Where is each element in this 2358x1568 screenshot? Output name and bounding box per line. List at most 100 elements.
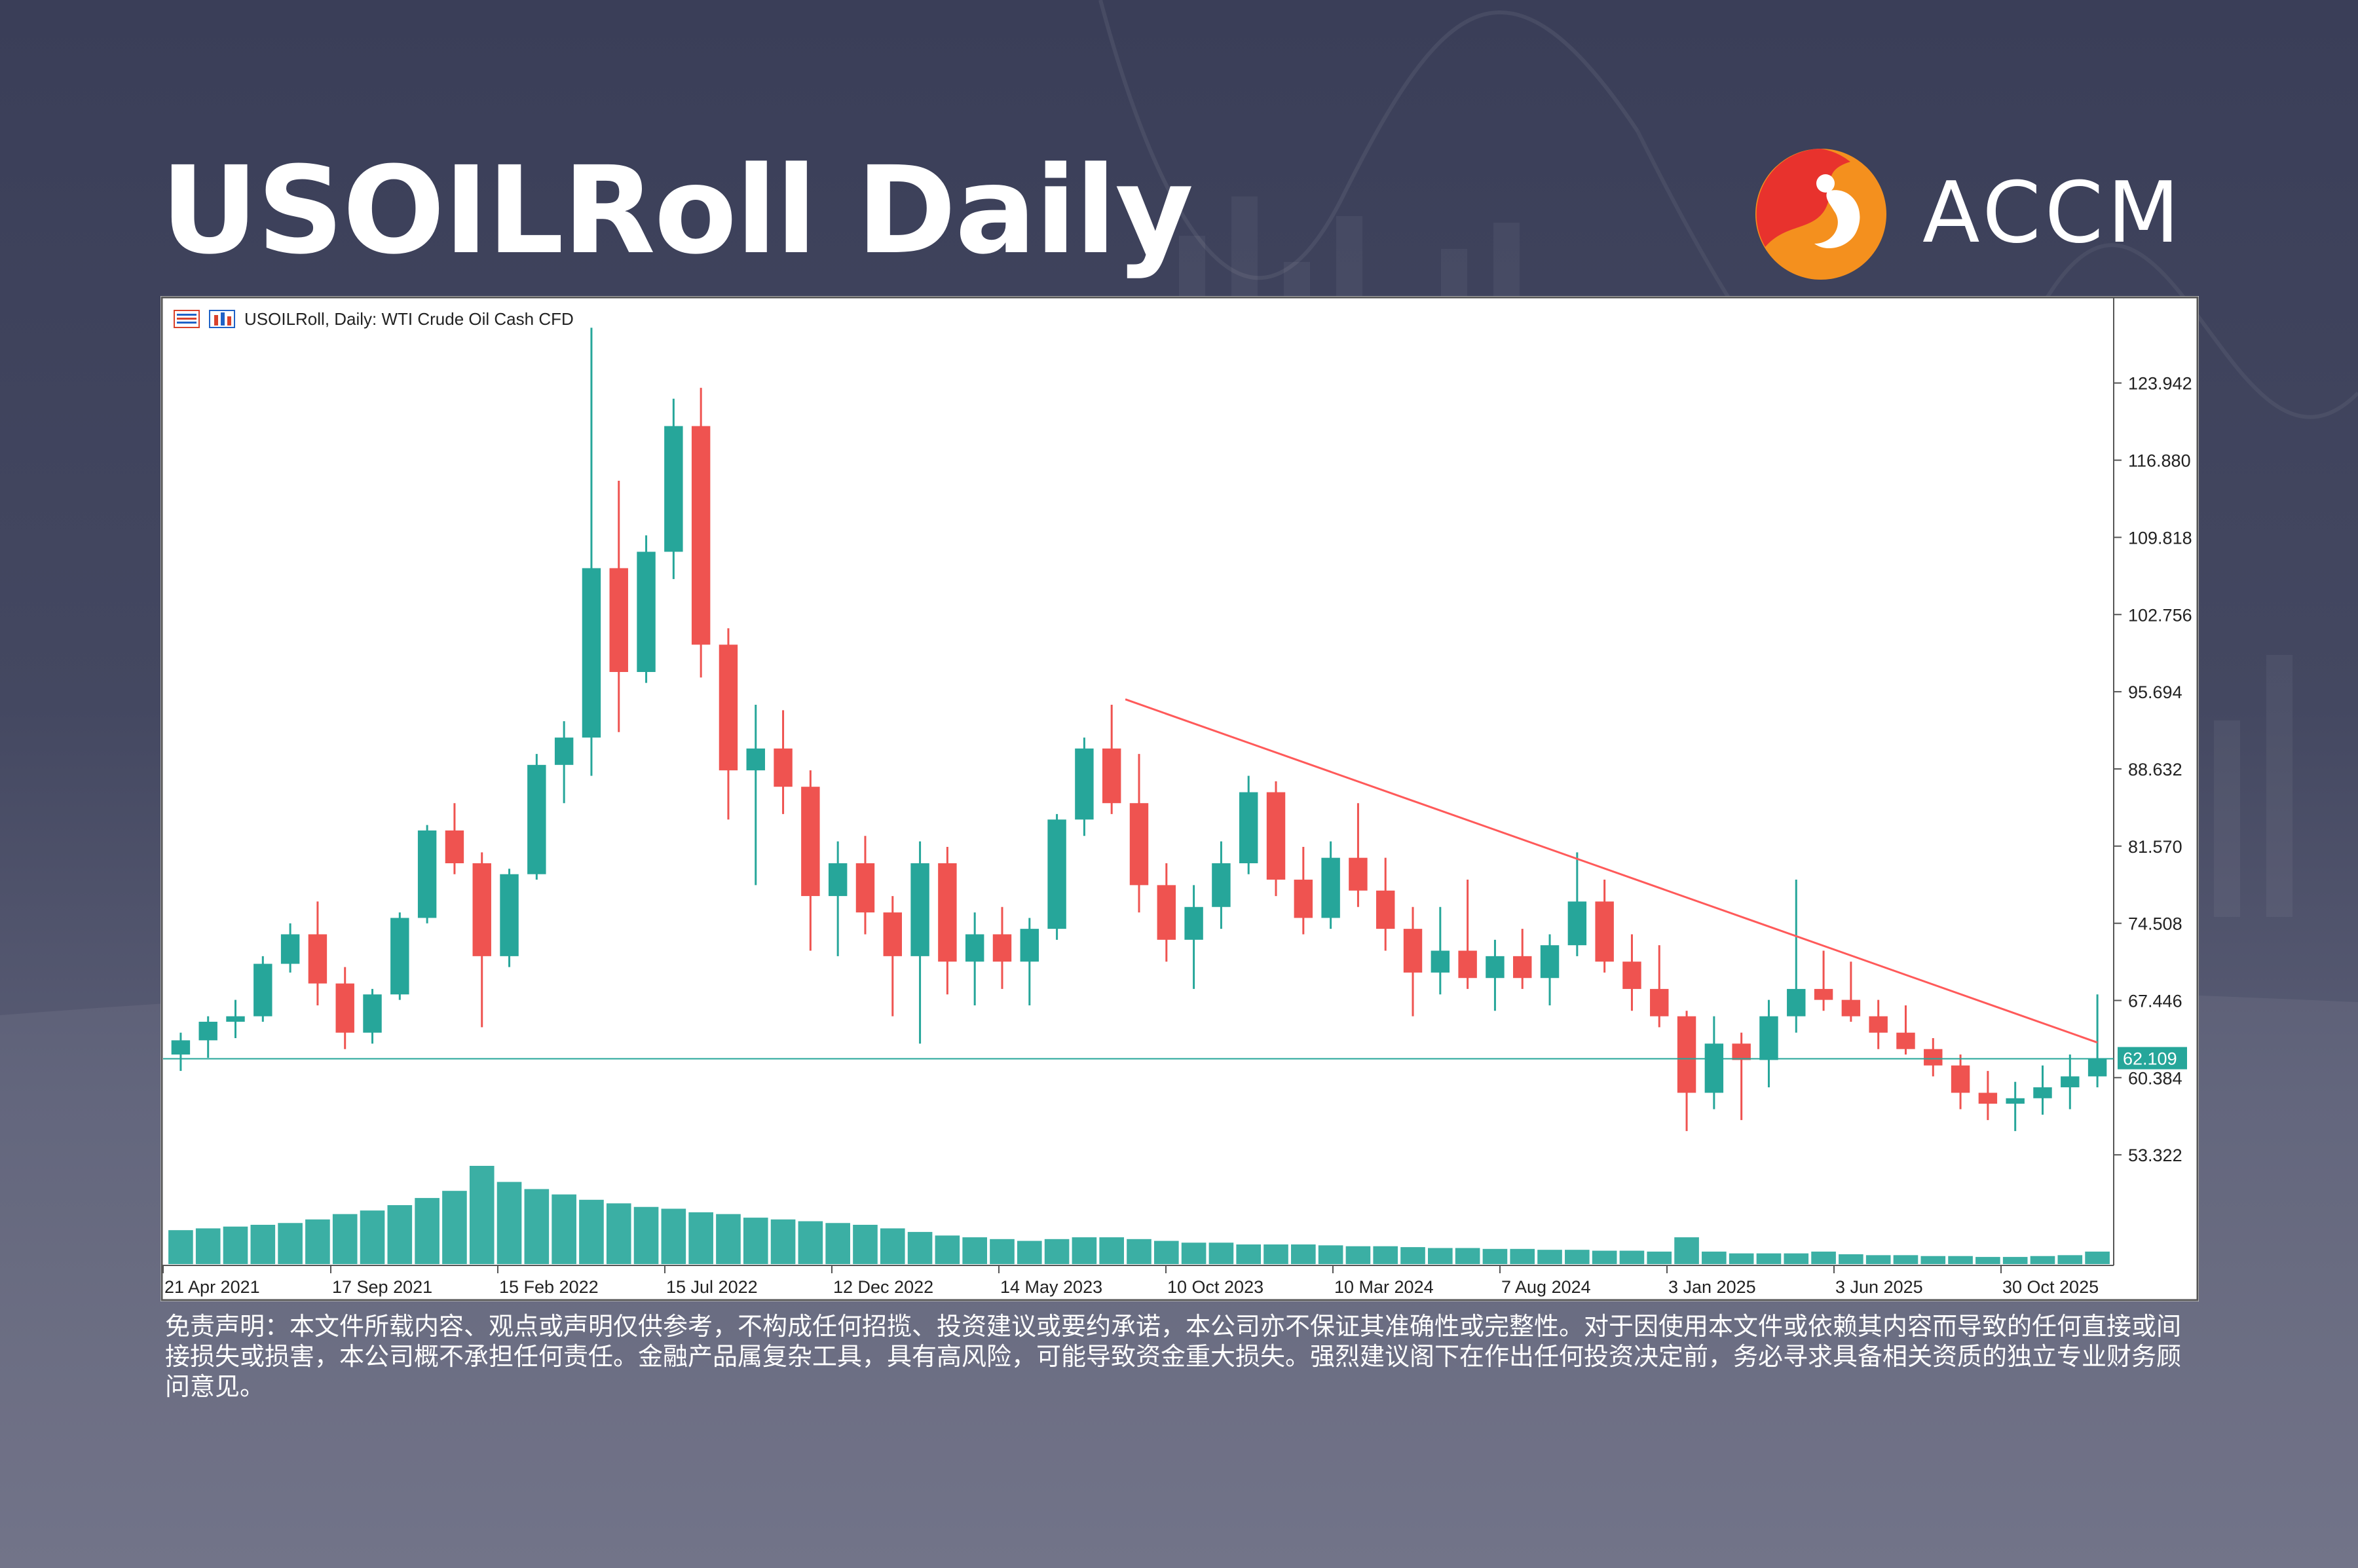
candle <box>1841 961 1861 1022</box>
volume-bar <box>524 1189 550 1264</box>
candle <box>1595 880 1614 973</box>
candle <box>472 852 491 1028</box>
candle <box>1020 918 1039 1005</box>
volume-bar <box>360 1210 385 1264</box>
volume-bar <box>1455 1248 1480 1264</box>
y-tick-label: 67.446 <box>2128 992 2182 1011</box>
candle-body <box>280 934 300 964</box>
candle-body <box>1787 988 1806 1017</box>
candle <box>1403 906 1423 1017</box>
candle <box>2033 1065 2052 1115</box>
candle <box>1212 841 1231 929</box>
candle-body <box>1978 1092 1998 1104</box>
volume-bar <box>442 1191 467 1264</box>
candle <box>500 868 519 967</box>
candle-body <box>363 994 382 1033</box>
candle <box>1075 737 1094 836</box>
candle <box>390 912 409 1000</box>
volume-bar <box>770 1219 796 1264</box>
candle <box>1102 705 1121 814</box>
candle-body <box>664 426 683 552</box>
volume-bar <box>1948 1256 1973 1264</box>
candle <box>992 906 1012 989</box>
volume-bar <box>305 1219 330 1264</box>
volume-bar <box>1865 1255 1891 1264</box>
volume-bar <box>1373 1246 1398 1264</box>
candle-body <box>1239 792 1258 864</box>
y-tick-label: 116.880 <box>2128 451 2191 471</box>
volume-bar <box>278 1223 303 1264</box>
volume-bar <box>1839 1254 1863 1264</box>
volume-bar <box>880 1228 905 1264</box>
volume-bar <box>1482 1248 1508 1264</box>
chart-frame <box>160 296 2199 1301</box>
volume-bar <box>688 1212 713 1264</box>
candle-body <box>1129 803 1149 886</box>
candle-body <box>554 737 574 765</box>
candle-body <box>1047 819 1066 929</box>
candle <box>198 1016 217 1058</box>
y-tick-label: 95.694 <box>2128 682 2182 702</box>
candle-body <box>2033 1087 2052 1098</box>
y-tick-label: 53.322 <box>2128 1146 2182 1165</box>
brand-name: ACCM <box>1922 164 2184 262</box>
chart-bars-icon[interactable] <box>209 310 235 328</box>
candle-body <box>1951 1065 1970 1093</box>
y-tick-label: 88.632 <box>2128 760 2182 779</box>
candle <box>1896 1005 1915 1055</box>
volume-bar <box>661 1208 686 1264</box>
candle-body <box>1869 1016 1888 1033</box>
y-axis: 123.942 116.880 109.818 102.756 95.694 88.632… <box>2114 374 2192 1165</box>
volume-bar <box>2002 1257 2028 1264</box>
candle-body <box>992 934 1012 962</box>
volume-bar <box>1017 1241 1042 1264</box>
x-tick-label: 10 Oct 2023 <box>1167 1277 1263 1297</box>
volume-bar <box>990 1239 1015 1264</box>
candle <box>2087 994 2107 1088</box>
candle <box>1677 1011 1696 1131</box>
candle <box>1869 999 1888 1049</box>
candle <box>774 710 793 814</box>
y-tick-label: 60.384 <box>2128 1068 2182 1088</box>
candle <box>1513 929 1532 989</box>
x-tick-label: 14 May 2023 <box>1000 1277 1102 1297</box>
x-tick-label: 7 Aug 2024 <box>1501 1277 1591 1297</box>
candle-body <box>828 863 848 897</box>
x-tick-label: 21 Apr 2021 <box>164 1277 260 1297</box>
candle <box>2061 1055 2080 1110</box>
candle <box>1047 813 1066 940</box>
volume-bar <box>1510 1248 1535 1264</box>
volume-bars <box>168 1166 2110 1264</box>
candle-body <box>691 426 711 645</box>
volume-bar <box>1044 1239 1070 1264</box>
volume-bar <box>1428 1248 1453 1264</box>
candle <box>582 327 601 776</box>
candle-body <box>774 748 793 787</box>
candle <box>1759 999 1778 1088</box>
candle-body <box>938 863 957 962</box>
price-tag-bg <box>2118 1047 2187 1070</box>
descending-trendline <box>1125 698 2098 1044</box>
volume-bar <box>1756 1253 1782 1264</box>
volume-bar <box>716 1214 741 1264</box>
chart-header-text: USOILRoll, Daily: WTI Crude Oil Cash CFD <box>244 308 574 329</box>
chart-panel[interactable]: 123.942 116.880 109.818 102.756 95.694 88.632… <box>160 296 2199 1301</box>
candle <box>1157 863 1176 962</box>
candle <box>1431 906 1450 995</box>
candle <box>1787 880 1806 1033</box>
price-chart[interactable]: 123.942 116.880 109.818 102.756 95.694 88.632… <box>160 296 2199 1301</box>
chart-list-icon[interactable] <box>174 310 200 328</box>
volume-bar <box>1784 1253 1809 1264</box>
candle <box>664 398 683 580</box>
volume-bar <box>469 1166 495 1264</box>
candle-body <box>417 830 437 918</box>
volume-bar <box>935 1235 960 1264</box>
candle <box>363 988 382 1044</box>
volume-bar <box>1647 1251 1672 1264</box>
candle <box>719 628 738 820</box>
volume-bar <box>2057 1255 2083 1264</box>
candle-body <box>1431 950 1450 973</box>
volume-bar <box>1345 1246 1371 1264</box>
candle <box>1567 852 1587 956</box>
candle <box>1129 754 1149 913</box>
